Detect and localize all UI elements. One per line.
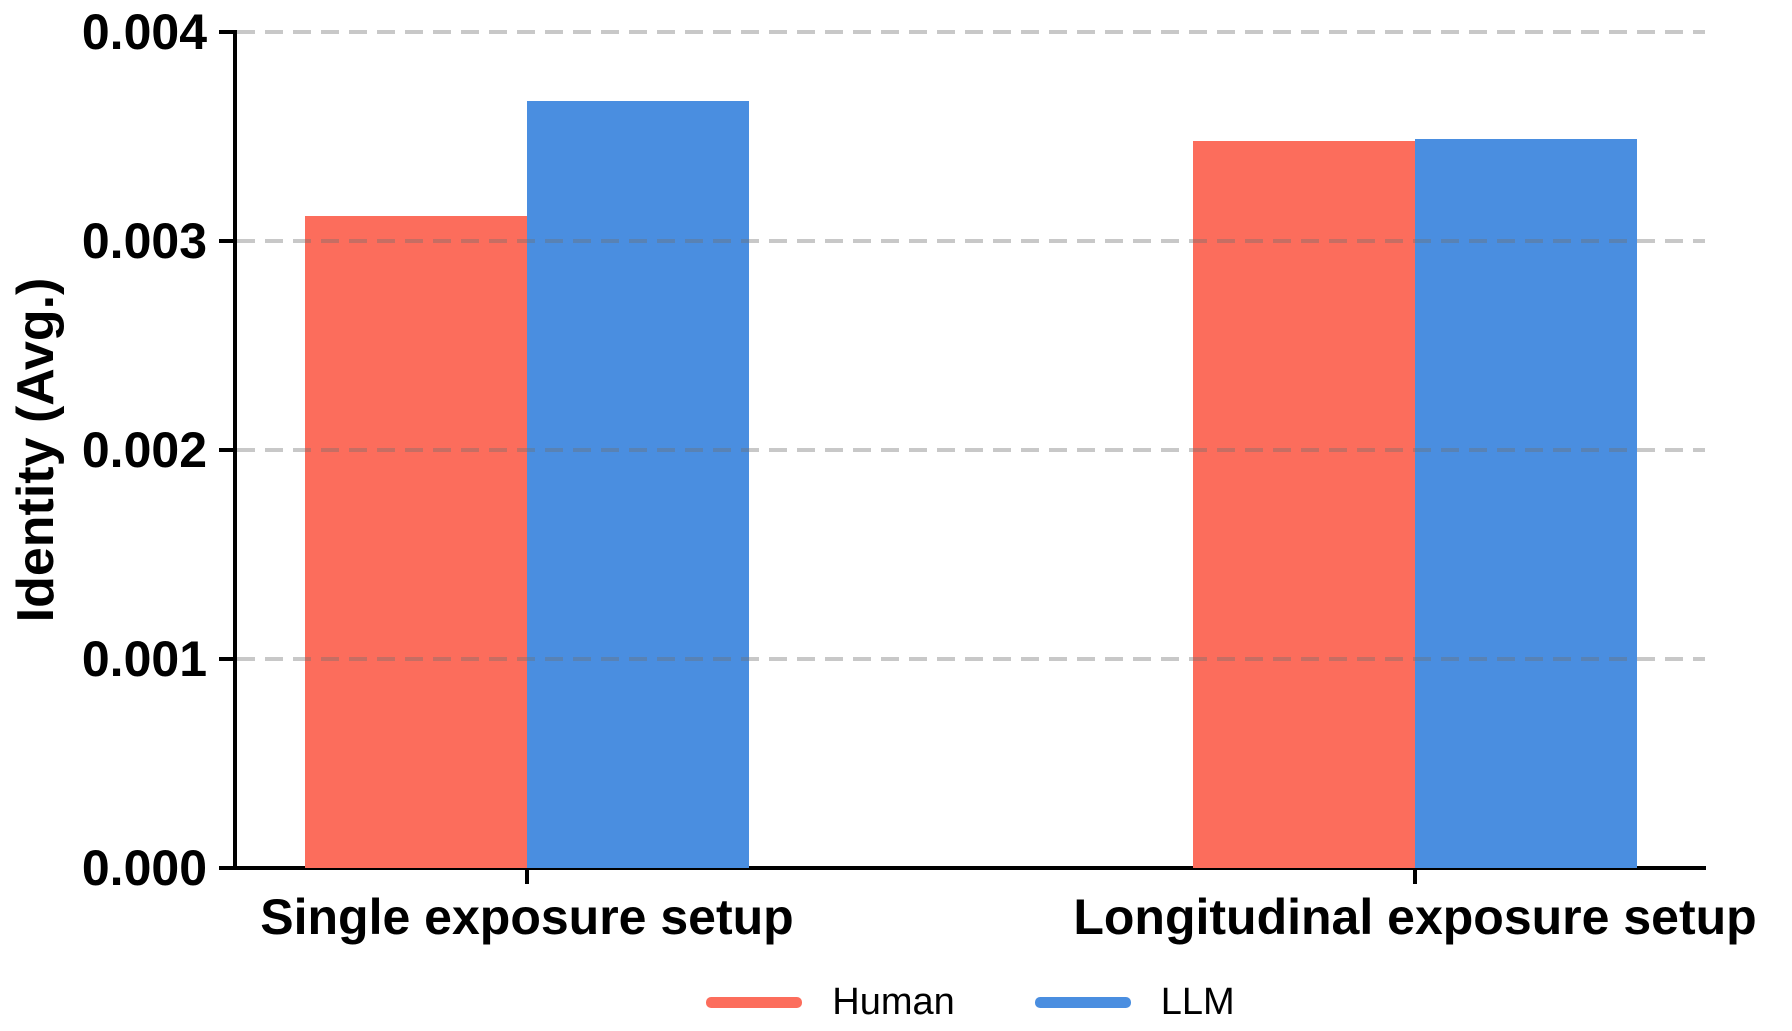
y-tick-label-0004: 0.004: [81, 4, 207, 60]
x-tick-mark-single-exposure: [525, 870, 529, 884]
y-gridline-0004: [237, 30, 1705, 34]
legend-item-human: Human: [706, 980, 955, 1024]
y-tick-label-0000: 0.000: [81, 840, 207, 896]
bar-human-longitudinal-exposure: [1193, 140, 1415, 868]
bar-human-single-exposure: [305, 215, 527, 868]
y-axis-line: [233, 30, 237, 870]
y-gridline-0002: [237, 448, 1705, 452]
y-tick-mark-0000: [219, 866, 235, 870]
y-axis-title: Identity (Avg.): [7, 277, 65, 623]
bar-llm-longitudinal-exposure: [1415, 138, 1637, 868]
y-tick-label-0002: 0.002: [81, 422, 207, 478]
human-series-line-icon: [706, 996, 803, 1008]
y-gridline-0003: [237, 239, 1705, 243]
y-tick-mark-0002: [219, 448, 235, 452]
x-tick-mark-longitudinal-exposure: [1413, 870, 1417, 884]
y-tick-label-0001: 0.001: [81, 631, 207, 687]
y-tick-label-0003: 0.003: [81, 213, 207, 269]
legend-label-llm: LLM: [1160, 981, 1235, 1023]
x-axis-line: [233, 866, 1706, 870]
y-tick-mark-0001: [219, 657, 235, 661]
llm-series-line-icon: [1034, 996, 1131, 1008]
y-tick-mark-0004: [219, 30, 235, 34]
bar-llm-single-exposure: [527, 100, 749, 868]
x-category-label-longitudinal-exposure: Longitudinal exposure setup: [1073, 889, 1757, 945]
legend-label-human: Human: [832, 981, 955, 1023]
x-category-label-single-exposure: Single exposure setup: [260, 889, 794, 945]
y-gridline-0001: [237, 657, 1705, 661]
legend: Human LLM: [235, 972, 1706, 1031]
legend-item-llm: LLM: [1034, 980, 1235, 1024]
y-tick-mark-0003: [219, 239, 235, 243]
